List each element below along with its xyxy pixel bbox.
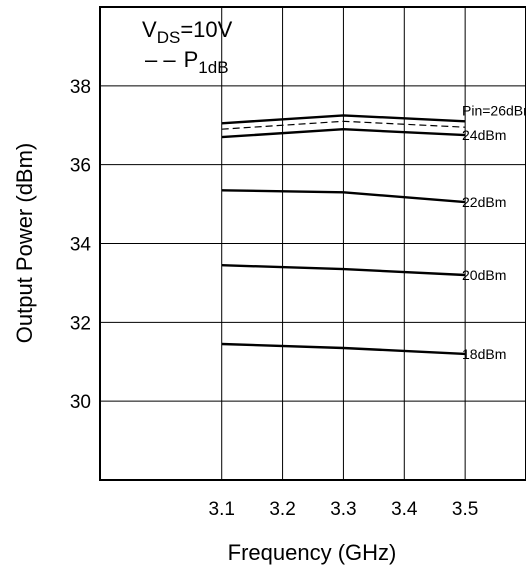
vds-note: VDS=10V: [142, 17, 233, 47]
vds-prefix: V: [142, 17, 157, 42]
y-tick-label: 34: [70, 235, 92, 256]
p1db-sub: 1dB: [198, 58, 228, 77]
p1db-legend: – – P1dB: [145, 47, 229, 77]
x-tick-label: 3.3: [330, 499, 356, 520]
curve-label: 20dBm: [462, 267, 506, 283]
curve-label: Pin=26dBm: [462, 102, 526, 118]
x-tick-label: 3.5: [452, 499, 478, 520]
p1db-dash: – –: [145, 47, 176, 72]
curve-label: 22dBm: [462, 194, 506, 210]
series-line: [221, 342, 466, 356]
x-tick-label: 3.4: [391, 499, 418, 520]
series-line: [221, 114, 466, 125]
curve-label: 24dBm: [462, 127, 506, 143]
x-tick-labels: 3.1 3.2 3.3 3.4 3.5: [209, 499, 479, 520]
grid: [100, 7, 526, 480]
plot-frame: [99, 6, 526, 481]
curve-label: 18dBm: [462, 346, 506, 362]
y-tick-label: 38: [70, 77, 91, 98]
y-tick-label: 32: [70, 313, 91, 334]
vds-value: =10V: [180, 17, 232, 42]
p1db-prefix: P: [184, 47, 199, 72]
y-tick-labels: 30 32 34 36 38: [70, 77, 92, 413]
y-tick-label: 30: [70, 392, 91, 413]
series-line: [221, 189, 466, 204]
series-group: Pin=26dBm 24dBm 22dBm 20dBm 18dBm: [221, 102, 526, 362]
x-tick-label: 3.1: [209, 499, 235, 520]
series-line: [221, 127, 466, 139]
y-axis-title: Output Power (dBm): [12, 143, 37, 344]
series-line: [221, 120, 466, 130]
vds-sub: DS: [157, 28, 181, 47]
x-axis-title: Frequency (GHz): [228, 540, 397, 565]
x-tick-label: 3.2: [269, 499, 295, 520]
series-line: [221, 264, 466, 277]
y-tick-label: 36: [70, 156, 91, 177]
